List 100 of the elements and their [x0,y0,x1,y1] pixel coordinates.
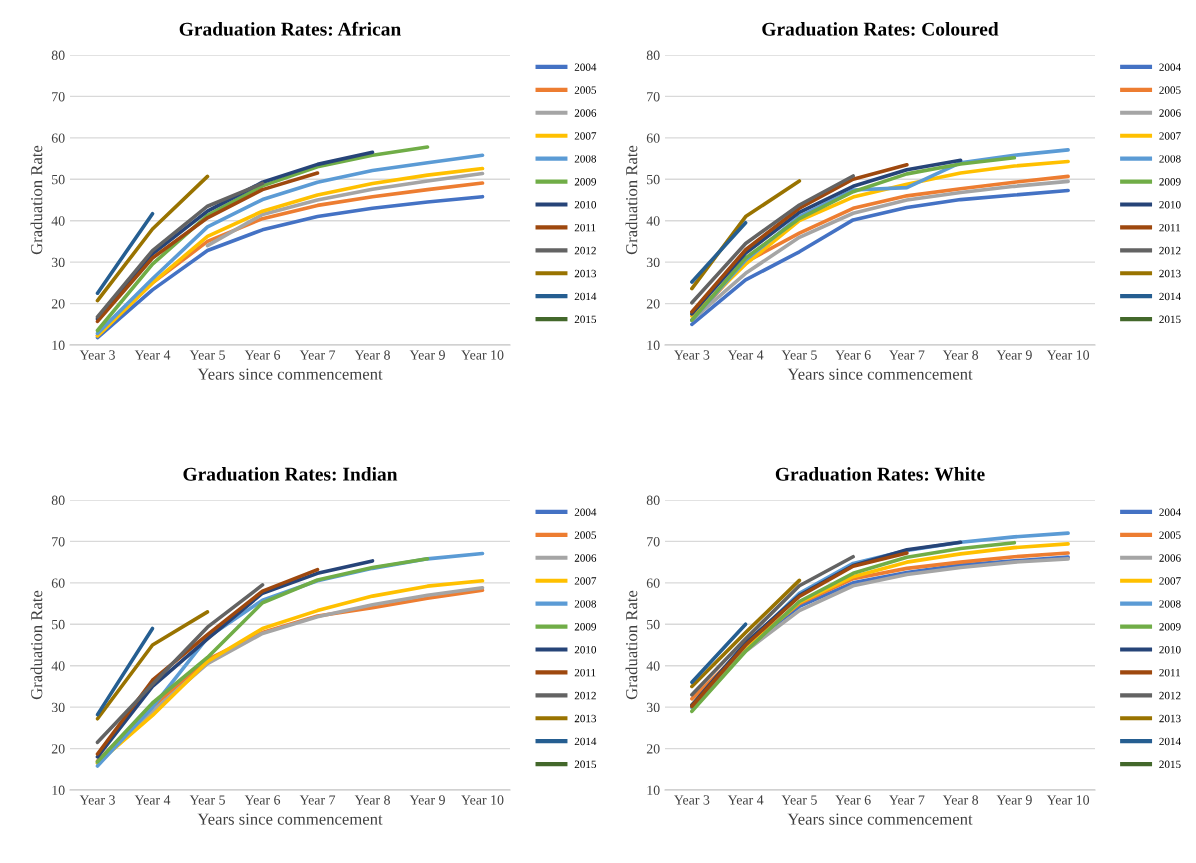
legend-label: 2015 [574,315,597,324]
x-tick-label: Year 10 [461,350,504,360]
x-tick-label: Year 8 [942,795,979,805]
legend-label: 2007 [574,132,597,140]
legend-label: 2014 [574,292,597,301]
legend-label: 2011 [574,668,596,677]
x-tick-label: Year 3 [674,350,710,360]
legend-label: 2005 [574,531,597,539]
legend-label: 2006 [1159,109,1181,117]
x-axis-title: Years since commencement [787,813,973,825]
y-tick-label: 30 [646,257,660,268]
x-axis-title: Years since commencement [197,813,383,825]
y-tick-label: 70 [647,537,660,547]
x-tick-label: Year 7 [889,795,925,805]
y-axis-title: Graduation Rate [30,145,43,255]
x-tick-label: Year 6 [835,350,871,360]
y-tick-label: 80 [51,50,65,60]
x-tick-label: Year 7 [889,350,925,360]
x-tick-label: Year 3 [674,795,710,805]
y-tick-label: 20 [51,744,65,754]
x-tick-label: Year 5 [781,350,817,360]
legend-label: 2015 [1159,315,1181,324]
y-tick-label: 70 [647,92,660,102]
legend-label: 2015 [574,760,597,769]
x-tick-label: Year 10 [1046,350,1090,360]
y-tick-label: 30 [646,702,660,713]
x-tick-label: Year 5 [189,795,225,805]
legend-label: 2014 [1159,737,1181,746]
x-tick-label: Year 10 [461,795,504,805]
y-tick-label: 70 [52,537,65,547]
legend-label: 2012 [574,246,596,255]
x-tick-label: Year 5 [189,350,225,360]
legend-label: 2009 [574,178,597,186]
y-tick-label: 10 [647,785,660,795]
x-tick-label: Year 5 [781,795,817,805]
legend-label: 2005 [1159,86,1181,94]
legend-label: 2007 [1159,577,1181,585]
x-tick-label: Year 6 [244,795,281,805]
legend-label: 2009 [574,623,597,631]
y-tick-label: 50 [647,619,660,630]
y-tick-label: 80 [51,495,65,505]
x-tick-label: Year 6 [835,795,871,805]
y-tick-label: 30 [51,257,65,268]
y-tick-label: 50 [52,619,65,630]
y-tick-label: 20 [51,299,65,309]
y-tick-label: 80 [646,495,660,505]
y-tick-label: 80 [646,50,660,60]
y-tick-label: 50 [647,174,660,185]
legend-label: 2013 [1159,714,1181,723]
legend-label: 2012 [1159,246,1181,255]
y-axis-title: Graduation Rate [30,590,43,700]
x-tick-label: Year 8 [942,350,979,360]
legend-label: 2010 [1159,200,1181,209]
x-tick-label: Year 7 [299,350,336,360]
legend-label: 2011 [1159,223,1181,232]
legend-label: 2010 [1159,645,1181,654]
legend-label: 2014 [1159,292,1181,301]
legend-label: 2009 [1159,178,1181,186]
legend-label: 2004 [574,508,597,516]
legend-label: 2014 [574,737,597,746]
legend-label: 2013 [1159,269,1181,278]
legend-label: 2012 [574,691,596,700]
x-tick-label: Year 10 [1046,795,1090,805]
legend-label: 2013 [574,269,597,278]
x-tick-label: Year 8 [354,795,390,805]
legend-label: 2012 [1159,691,1181,700]
x-tick-label: Year 6 [244,350,281,360]
legend-label: 2004 [1159,63,1181,71]
x-tick-label: Year 4 [134,350,171,360]
legend-label: 2008 [574,155,597,163]
legend-label: 2008 [1159,600,1181,608]
legend-label: 2013 [574,714,597,723]
legend-label: 2006 [574,109,597,117]
legend-label: 2010 [574,645,597,654]
legend-label: 2005 [1159,531,1181,539]
x-tick-label: Year 3 [79,795,115,805]
y-axis-title: Graduation Rate [625,590,638,700]
legend-label: 2006 [1159,554,1181,562]
legend-label: 2004 [1159,508,1181,516]
x-tick-label: Year 9 [996,795,1032,805]
x-axis-title: Years since commencement [197,368,383,380]
legend-label: 2006 [574,554,597,562]
x-tick-label: Year 4 [727,795,764,805]
y-tick-label: 20 [646,744,660,754]
x-tick-label: Year 8 [354,350,390,360]
legend-label: 2011 [1159,668,1181,677]
y-tick-label: 60 [51,133,65,143]
legend-label: 2007 [574,577,597,585]
y-tick-label: 40 [646,661,660,671]
y-tick-label: 10 [52,785,65,795]
x-tick-label: Year 4 [134,795,171,805]
x-tick-label: Year 9 [409,350,445,360]
y-tick-label: 50 [52,174,65,185]
y-tick-label: 60 [646,133,660,143]
y-tick-label: 60 [646,578,660,588]
legend-label: 2007 [1159,132,1181,140]
legend-label: 2015 [1159,760,1181,769]
chart-title: Graduation Rates: African [179,21,401,36]
y-tick-label: 40 [51,661,65,671]
y-axis-title: Graduation Rate [625,145,638,255]
